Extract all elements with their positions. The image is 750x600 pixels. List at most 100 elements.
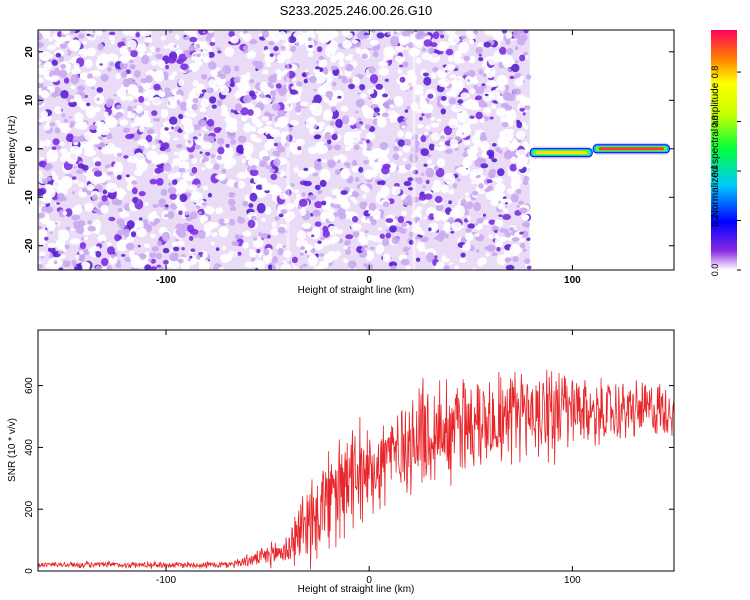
noise-speck [469, 115, 475, 119]
noise-speck [59, 69, 68, 78]
noise-speck [380, 185, 390, 197]
noise-speck [420, 135, 427, 143]
noise-speck [437, 147, 444, 152]
noise-speck [46, 221, 54, 227]
noise-speck [480, 163, 489, 169]
noise-speck [44, 187, 56, 199]
noise-speck [376, 116, 387, 128]
noise-speck [494, 236, 503, 246]
noise-speck [171, 241, 179, 248]
noise-speck [313, 94, 322, 104]
noise-speck [234, 234, 240, 240]
noise-speck [463, 55, 471, 62]
noise-speck [340, 105, 349, 112]
noise-speck [377, 227, 383, 231]
spectrogram-ylabel: Frequency (Hz) [7, 116, 18, 185]
noise-speck [333, 155, 339, 163]
noise-speck [389, 225, 397, 233]
noise-speck [391, 186, 401, 196]
noise-speck [278, 31, 287, 41]
noise-speck [414, 108, 423, 114]
noise-speck [457, 59, 465, 64]
noise-speck [344, 239, 352, 246]
noise-speck [49, 231, 53, 234]
noise-speck [138, 217, 143, 221]
noise-speck [397, 151, 403, 156]
noise-speck [467, 223, 476, 229]
noise-speck [445, 64, 456, 71]
noise-speck [151, 246, 160, 252]
noise-speck [149, 178, 158, 185]
noise-speck [460, 198, 467, 206]
noise-speck [403, 180, 412, 187]
noise-speck [501, 128, 514, 143]
noise-speck [131, 187, 138, 195]
noise-speck [101, 240, 105, 244]
noise-speck [428, 47, 435, 55]
noise-speck [407, 177, 414, 182]
noise-speck [197, 229, 206, 239]
noise-speck [463, 140, 471, 146]
noise-speck [55, 222, 59, 225]
noise-speck [511, 179, 520, 185]
noise-speck [186, 255, 198, 266]
noise-speck [342, 40, 352, 49]
noise-speck [505, 264, 515, 270]
noise-speck [391, 236, 400, 245]
noise-speck [308, 254, 318, 267]
noise-speck [362, 107, 374, 119]
noise-speck [519, 107, 525, 112]
noise-speck [115, 111, 124, 118]
noise-speck [519, 54, 526, 62]
noise-speck [198, 132, 202, 137]
noise-speck [60, 63, 66, 70]
colorbar-gradient [711, 30, 737, 270]
noise-speck [415, 257, 421, 262]
noise-speck [356, 245, 364, 254]
noise-speck [488, 219, 496, 225]
noise-speck [359, 201, 368, 210]
noise-speck [58, 141, 65, 146]
noise-speck [181, 173, 187, 179]
noise-speck [147, 258, 152, 262]
noise-speck [251, 257, 256, 262]
noise-speck [303, 180, 312, 187]
noise-speck [240, 107, 249, 116]
noise-speck [303, 167, 309, 172]
noise-speck [497, 168, 505, 177]
noise-speck [434, 255, 438, 259]
noise-speck [94, 161, 102, 167]
noise-speck [248, 39, 258, 45]
noise-speck [352, 231, 360, 238]
noise-speck [307, 52, 314, 58]
noise-speck [134, 70, 141, 78]
noise-speck [347, 65, 354, 71]
noise-speck [399, 76, 406, 83]
noise-speck [176, 49, 183, 54]
noise-speck [237, 251, 242, 256]
noise-speck [73, 142, 79, 146]
noise-speck [498, 214, 503, 217]
noise-speck [277, 109, 286, 117]
noise-speck [131, 180, 138, 185]
noise-speck [324, 30, 336, 40]
noise-speck [372, 51, 379, 58]
noise-speck [38, 77, 44, 84]
noise-speck [491, 252, 498, 257]
noise-speck [448, 97, 457, 105]
noise-speck [507, 68, 511, 72]
noise-speck [180, 117, 193, 126]
noise-speck [282, 245, 287, 248]
noise-speck [203, 154, 207, 157]
noise-speck [171, 71, 178, 76]
noise-speck [226, 117, 238, 126]
noise-speck [169, 248, 174, 252]
noise-speck [192, 54, 196, 57]
noise-speck [440, 185, 450, 194]
noise-speck [178, 79, 185, 87]
noise-speck [110, 40, 116, 45]
chart-title: S233.2025.246.00.26.G10 [280, 3, 433, 18]
noise-speck [135, 32, 140, 38]
noise-speck [360, 248, 366, 252]
noise-speck [38, 81, 44, 90]
